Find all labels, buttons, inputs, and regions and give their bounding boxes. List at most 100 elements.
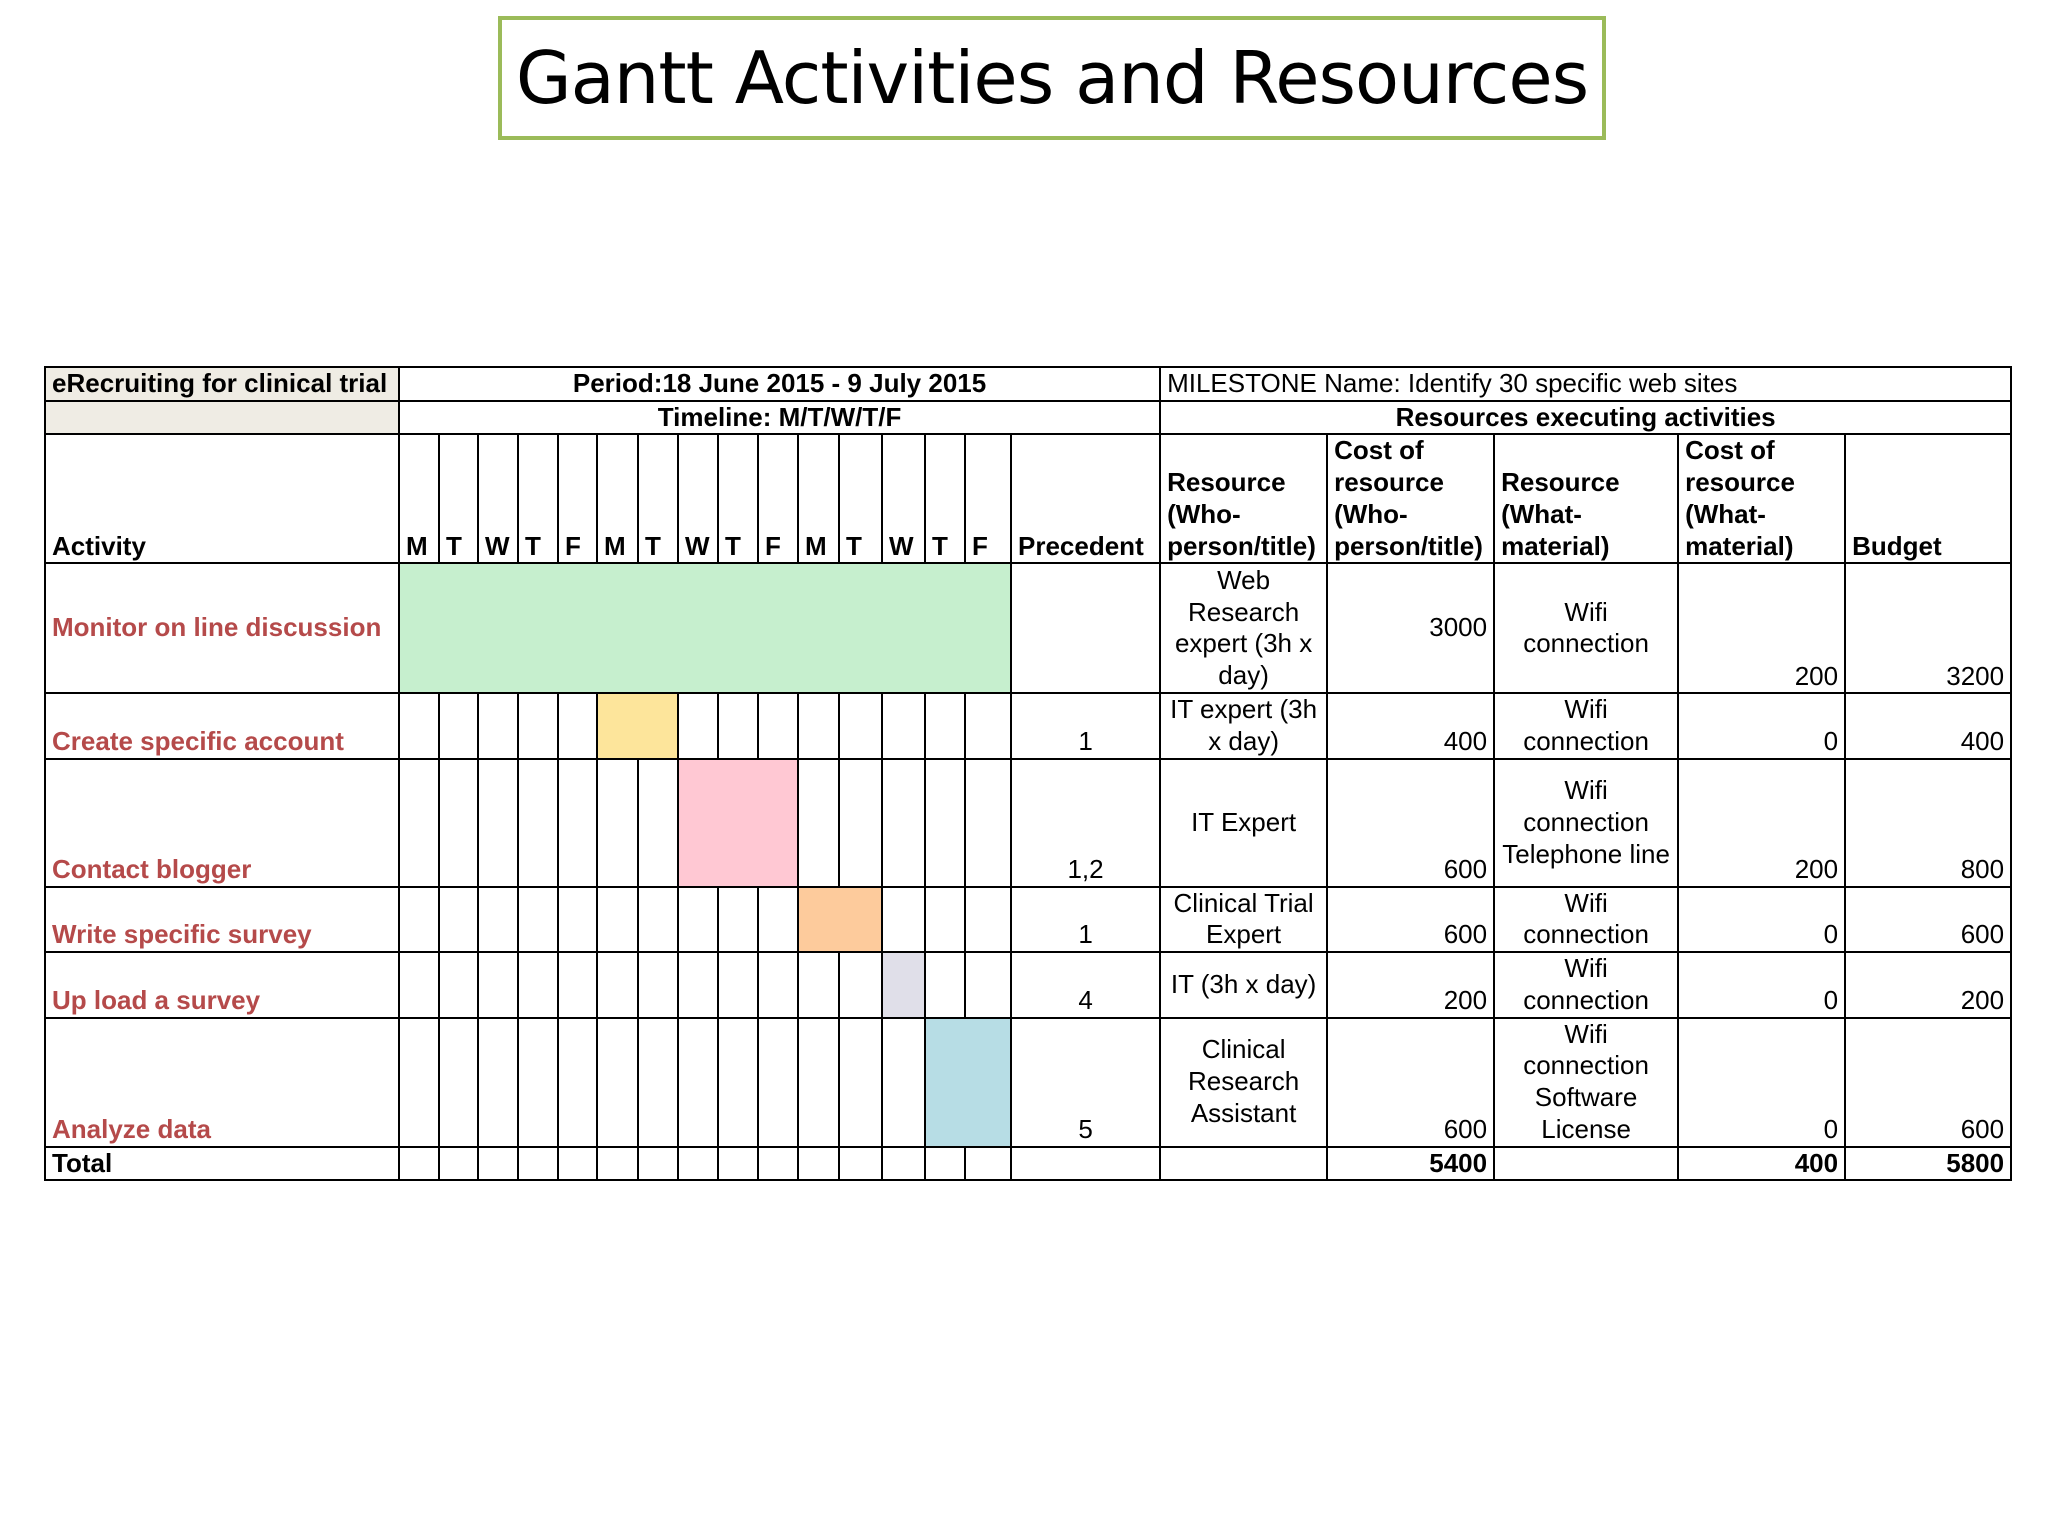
activity-name: Create specific account <box>44 692 400 760</box>
precedent-cell: 4 <box>1009 951 1162 1019</box>
total-precedent-cell <box>1009 1145 1162 1182</box>
day-cell <box>557 757 598 888</box>
day-cell <box>637 757 679 888</box>
activity-row: Up load a survey 4 IT (3h x day) 200 Wifi c… <box>44 951 2013 1019</box>
day-cell <box>596 757 639 888</box>
day-header: T <box>924 433 966 565</box>
activity-name: Up load a survey <box>44 951 400 1019</box>
day-cell <box>438 757 479 888</box>
day-cell <box>596 885 639 954</box>
precedent-header: Precedent <box>1009 433 1162 565</box>
day-cell <box>438 951 479 1019</box>
day-cell <box>398 757 440 888</box>
total-resource-what-cell <box>1493 1145 1680 1182</box>
total-budget: 5800 <box>1844 1145 2013 1182</box>
budget-cell: 3200 <box>1844 562 2013 695</box>
precedent-cell: 1,2 <box>1009 757 1162 888</box>
budget-cell: 400 <box>1844 692 2013 760</box>
activity-header: Activity <box>44 433 400 565</box>
cost-what-cell: 0 <box>1677 951 1847 1019</box>
day-header: T <box>838 433 883 565</box>
day-cell <box>398 692 440 760</box>
milestone: MILESTONE Name: Identify 30 specific web… <box>1159 366 2013 402</box>
resource-who-cell: Web Research expert (3h x day) <box>1159 562 1329 695</box>
slide-title-box: Gantt Activities and Resources <box>498 16 1606 140</box>
day-cell <box>677 1016 719 1148</box>
day-header: W <box>881 433 926 565</box>
activity-row: Write specific survey 1 Clinical Trial Ex… <box>44 885 2013 954</box>
day-cell <box>717 1145 759 1182</box>
budget-cell: 600 <box>1844 885 2013 954</box>
cost-who-cell: 400 <box>1326 692 1496 760</box>
day-cell <box>438 692 479 760</box>
resource-what-header: Resource (What-material) <box>1493 433 1680 565</box>
cost-who-cell: 600 <box>1326 885 1496 954</box>
resource-what-cell: Wifi connection <box>1493 885 1680 954</box>
resource-what-cell: Wifi connection Software License <box>1493 1016 1680 1148</box>
gantt-table: eRecruiting for clinical trial Period:18… <box>44 366 2013 1182</box>
gantt-bar <box>924 1016 1012 1148</box>
gantt-bar <box>596 692 679 760</box>
resource-who-header: Resource (Who-person/title) <box>1159 433 1329 565</box>
day-header: T <box>637 433 679 565</box>
day-cell <box>557 885 598 954</box>
day-cell <box>517 885 559 954</box>
day-cell <box>797 757 840 888</box>
day-cell <box>398 885 440 954</box>
day-header: F <box>757 433 799 565</box>
precedent-cell <box>1009 562 1162 695</box>
day-cell <box>477 692 519 760</box>
header-row-project: eRecruiting for clinical trial Period:18… <box>44 366 2013 402</box>
day-cell <box>517 692 559 760</box>
budget-header: Budget <box>1844 433 2013 565</box>
day-cell <box>438 1145 479 1182</box>
day-cell <box>717 692 759 760</box>
day-cell <box>517 1016 559 1148</box>
day-cell <box>964 1145 1012 1182</box>
day-cell <box>924 1145 966 1182</box>
day-header: M <box>596 433 639 565</box>
day-cell <box>881 1145 926 1182</box>
day-cell <box>964 885 1012 954</box>
day-cell <box>517 1145 559 1182</box>
day-cell <box>677 951 719 1019</box>
activity-name: Monitor on line discussion <box>44 562 400 695</box>
cost-what-cell: 200 <box>1677 562 1847 695</box>
day-cell <box>924 692 966 760</box>
cost-who-cell: 600 <box>1326 757 1496 888</box>
activity-row: Analyze data 5 Clinical Research Assistan… <box>44 1016 2013 1148</box>
total-cost-who: 5400 <box>1326 1145 1496 1182</box>
day-cell <box>838 1016 883 1148</box>
day-cell <box>964 757 1012 888</box>
budget-cell: 600 <box>1844 1016 2013 1148</box>
day-cell <box>637 1016 679 1148</box>
day-cell <box>797 951 840 1019</box>
day-cell <box>881 757 926 888</box>
day-cell <box>438 1016 479 1148</box>
day-cell <box>838 757 883 888</box>
day-header: W <box>677 433 719 565</box>
day-cell <box>477 1016 519 1148</box>
day-cell <box>924 885 966 954</box>
cost-what-cell: 0 <box>1677 885 1847 954</box>
day-cell <box>677 1145 719 1182</box>
total-resource-who-cell <box>1159 1145 1329 1182</box>
day-cell <box>757 1145 799 1182</box>
activity-row: Create specific account 1 IT expert (3h x… <box>44 692 2013 760</box>
budget-cell: 800 <box>1844 757 2013 888</box>
day-cell <box>637 885 679 954</box>
day-cell <box>398 1016 440 1148</box>
day-cell <box>838 1145 883 1182</box>
day-cell <box>398 1145 440 1182</box>
header-row-timeline: Timeline: M/T/W/T/F Resources executing … <box>44 399 2013 436</box>
day-cell <box>477 1145 519 1182</box>
day-header: F <box>964 433 1012 565</box>
timeline-label: Timeline: M/T/W/T/F <box>397 399 1162 436</box>
day-cell <box>717 885 759 954</box>
resource-who-cell: IT expert (3h x day) <box>1159 692 1329 760</box>
day-cell <box>964 692 1012 760</box>
cost-who-cell: 3000 <box>1326 562 1496 695</box>
day-cell <box>797 1016 840 1148</box>
budget-cell: 200 <box>1844 951 2013 1019</box>
day-header: F <box>557 433 598 565</box>
